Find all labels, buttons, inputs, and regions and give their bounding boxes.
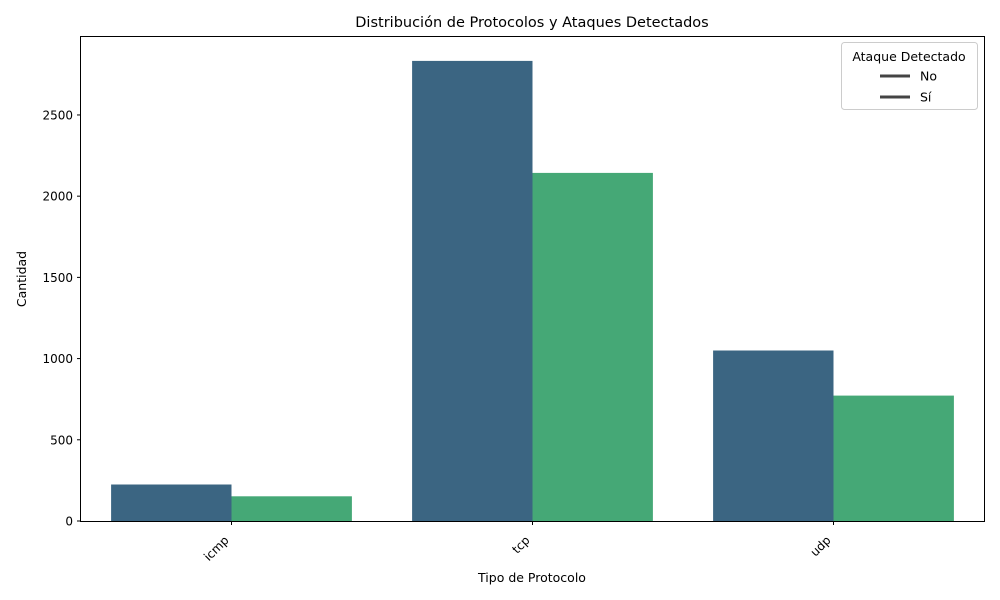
- chart-title: Distribución de Protocolos y Ataques Det…: [355, 15, 708, 31]
- legend-title: Ataque Detectado: [852, 49, 965, 64]
- y-tick-label: 500: [50, 433, 73, 447]
- legend-label-no: No: [920, 69, 937, 84]
- y-tick-label: 1000: [42, 352, 73, 366]
- y-tick-label: 2500: [42, 108, 73, 122]
- x-axis: icmp tcp udp: [201, 521, 834, 564]
- x-tick-label-icmp: icmp: [201, 533, 232, 564]
- x-tick-label-udp: udp: [808, 533, 834, 559]
- bar-udp-no: [713, 350, 834, 521]
- y-tick-label: 2000: [42, 190, 73, 204]
- legend-label-si: Sí: [920, 90, 932, 105]
- x-tick-label-tcp: tcp: [509, 533, 532, 556]
- bar-icmp-no: [111, 484, 232, 521]
- y-axis: 0 500 1000 1500 2000 2500: [42, 108, 81, 529]
- y-axis-label: Cantidad: [14, 251, 29, 307]
- bars-group: [111, 60, 954, 522]
- y-tick-label: 1500: [42, 271, 73, 285]
- bar-icmp-si: [231, 496, 352, 521]
- y-tick-label: 0: [65, 515, 73, 529]
- legend: Ataque Detectado No Sí: [841, 42, 978, 110]
- bar-udp-si: [833, 395, 954, 521]
- bar-tcp-no: [412, 60, 533, 522]
- x-axis-label: Tipo de Protocolo: [477, 570, 586, 585]
- bar-tcp-si: [532, 172, 653, 521]
